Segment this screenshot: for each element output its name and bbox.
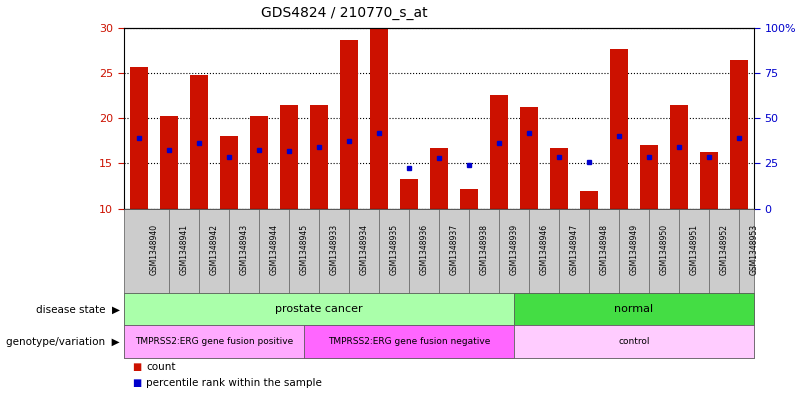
Text: TMPRSS2:ERG gene fusion negative: TMPRSS2:ERG gene fusion negative [328, 337, 490, 346]
Text: ■: ■ [132, 362, 141, 373]
Text: GSM1348946: GSM1348946 [539, 224, 548, 275]
Bar [550, 148, 568, 209]
Bar [250, 116, 268, 209]
Bar [700, 152, 718, 209]
Text: GSM1348951: GSM1348951 [689, 224, 698, 275]
Bar [430, 148, 448, 209]
Text: ■: ■ [132, 378, 141, 388]
Bar [400, 179, 418, 209]
Bar [610, 49, 628, 209]
Text: GSM1348942: GSM1348942 [209, 224, 218, 275]
Text: control: control [618, 337, 650, 346]
Bar [490, 95, 508, 209]
Text: GSM1348941: GSM1348941 [180, 224, 188, 275]
Text: GSM1348952: GSM1348952 [720, 224, 729, 275]
Text: percentile rank within the sample: percentile rank within the sample [146, 378, 322, 388]
Text: GSM1348947: GSM1348947 [570, 224, 579, 275]
Text: GSM1348950: GSM1348950 [660, 224, 669, 275]
Bar [640, 145, 658, 209]
Text: GSM1348939: GSM1348939 [509, 224, 519, 275]
Text: GSM1348938: GSM1348938 [480, 224, 488, 275]
Text: GSM1348936: GSM1348936 [420, 224, 429, 275]
Text: prostate cancer: prostate cancer [275, 304, 362, 314]
Bar [580, 191, 598, 209]
Text: GSM1348937: GSM1348937 [449, 224, 458, 275]
Bar [219, 136, 238, 209]
Text: GSM1348934: GSM1348934 [359, 224, 369, 275]
Text: GSM1348940: GSM1348940 [149, 224, 158, 275]
Bar [130, 67, 148, 209]
Bar [520, 107, 538, 209]
Bar [460, 189, 478, 209]
Bar [190, 75, 207, 209]
Bar [160, 116, 178, 209]
Text: GSM1348945: GSM1348945 [299, 224, 308, 275]
Text: GSM1348948: GSM1348948 [599, 224, 609, 275]
Bar [730, 60, 748, 209]
Text: count: count [146, 362, 176, 373]
Bar [310, 105, 328, 209]
Text: disease state  ▶: disease state ▶ [36, 304, 120, 314]
Text: GSM1348933: GSM1348933 [330, 224, 338, 275]
Text: normal: normal [614, 304, 654, 314]
Bar [369, 29, 388, 209]
Text: GSM1348943: GSM1348943 [239, 224, 248, 275]
Bar [340, 40, 358, 209]
Text: GSM1348949: GSM1348949 [630, 224, 638, 275]
Text: GSM1348944: GSM1348944 [269, 224, 279, 275]
Text: GDS4824 / 210770_s_at: GDS4824 / 210770_s_at [261, 6, 428, 20]
Text: GSM1348953: GSM1348953 [749, 224, 759, 275]
Bar [280, 105, 298, 209]
Text: TMPRSS2:ERG gene fusion positive: TMPRSS2:ERG gene fusion positive [135, 337, 293, 346]
Bar [670, 105, 688, 209]
Text: genotype/variation  ▶: genotype/variation ▶ [6, 336, 120, 347]
Text: GSM1348935: GSM1348935 [389, 224, 398, 275]
